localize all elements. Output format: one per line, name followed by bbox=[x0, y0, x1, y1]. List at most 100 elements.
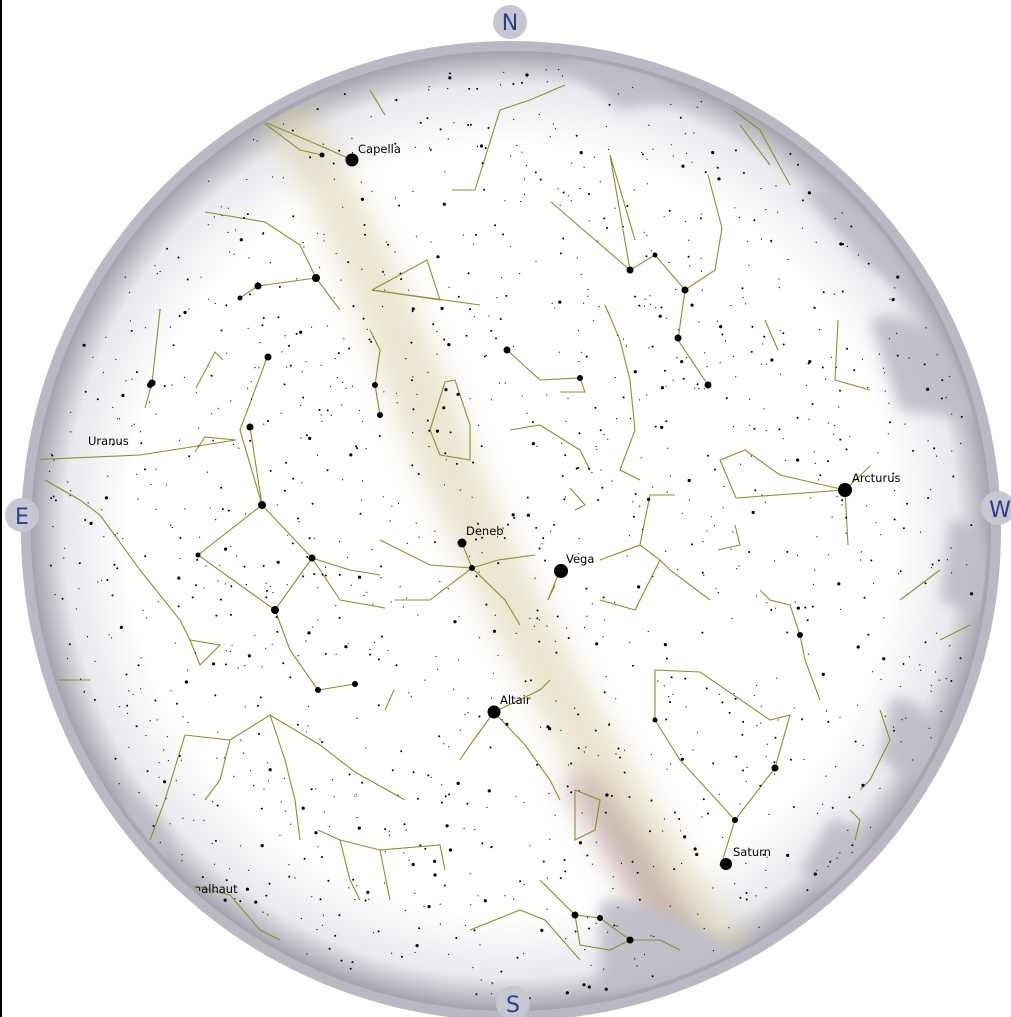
field-star bbox=[797, 163, 799, 166]
field-star bbox=[343, 93, 346, 96]
field-star bbox=[851, 844, 854, 847]
vega-star[interactable] bbox=[554, 564, 568, 578]
field-star bbox=[622, 396, 625, 399]
field-star bbox=[803, 758, 805, 761]
field-star bbox=[397, 502, 400, 505]
field-star bbox=[481, 536, 484, 539]
field-star bbox=[796, 416, 799, 419]
field-star bbox=[789, 152, 792, 155]
field-star bbox=[546, 877, 549, 879]
field-star bbox=[779, 330, 781, 332]
field-star bbox=[577, 330, 580, 332]
field-star bbox=[908, 357, 910, 359]
window-left-border bbox=[0, 0, 2, 1017]
field-star bbox=[113, 563, 116, 566]
field-star bbox=[712, 762, 715, 765]
compass-north[interactable]: N bbox=[493, 5, 527, 39]
field-star bbox=[170, 524, 172, 527]
field-star bbox=[430, 776, 432, 779]
field-star bbox=[415, 944, 419, 948]
field-star bbox=[271, 643, 273, 645]
deneb-star[interactable] bbox=[457, 538, 467, 548]
field-star bbox=[52, 495, 55, 498]
field-star bbox=[243, 217, 246, 219]
field-star bbox=[662, 830, 664, 832]
field-star bbox=[249, 770, 252, 772]
saturn-planet[interactable] bbox=[720, 858, 732, 870]
compass-south[interactable]: S bbox=[496, 986, 530, 1017]
field-star bbox=[363, 224, 366, 226]
field-star bbox=[284, 335, 286, 337]
field-star bbox=[501, 719, 503, 721]
field-star bbox=[760, 238, 763, 240]
field-star bbox=[765, 363, 768, 365]
field-star bbox=[144, 327, 147, 329]
compass-east[interactable]: E bbox=[5, 498, 39, 532]
field-star bbox=[174, 642, 176, 644]
field-star bbox=[132, 694, 134, 696]
field-star bbox=[394, 251, 396, 253]
field-star bbox=[567, 397, 569, 400]
field-star bbox=[356, 717, 358, 720]
field-star bbox=[341, 381, 343, 383]
field-star bbox=[145, 734, 147, 737]
field-star bbox=[745, 892, 748, 894]
field-star bbox=[308, 537, 311, 540]
field-star bbox=[816, 536, 818, 538]
field-star bbox=[617, 334, 619, 336]
field-star bbox=[655, 307, 657, 309]
field-star bbox=[587, 467, 590, 470]
field-star bbox=[119, 706, 121, 708]
field-star bbox=[831, 516, 833, 518]
field-star bbox=[468, 87, 471, 90]
field-star bbox=[256, 704, 259, 707]
field-star bbox=[634, 493, 637, 495]
field-star bbox=[377, 704, 380, 707]
arcturus-star[interactable] bbox=[838, 483, 852, 497]
field-star bbox=[654, 425, 657, 428]
uranus-label: Uranus bbox=[88, 434, 129, 448]
field-star bbox=[355, 793, 357, 795]
field-star bbox=[494, 614, 496, 616]
field-star bbox=[646, 183, 649, 185]
field-star bbox=[638, 304, 641, 307]
field-star bbox=[497, 562, 500, 565]
field-star bbox=[338, 914, 341, 917]
field-star bbox=[827, 554, 829, 556]
field-star bbox=[523, 178, 526, 180]
field-star bbox=[773, 761, 776, 764]
field-star bbox=[331, 779, 334, 781]
capella-star[interactable] bbox=[345, 153, 359, 167]
field-star bbox=[617, 906, 619, 909]
altair-star[interactable] bbox=[487, 705, 501, 719]
field-star bbox=[394, 99, 396, 101]
field-star bbox=[501, 277, 503, 279]
field-star bbox=[497, 654, 499, 656]
field-star bbox=[652, 486, 654, 488]
field-star bbox=[512, 345, 515, 347]
compass-west[interactable]: W bbox=[981, 491, 1011, 525]
field-star bbox=[559, 252, 562, 255]
field-star bbox=[229, 251, 231, 253]
field-star bbox=[487, 127, 490, 129]
field-star bbox=[789, 758, 792, 761]
field-star bbox=[536, 445, 538, 447]
field-star bbox=[479, 944, 481, 946]
field-star bbox=[338, 149, 341, 152]
field-star bbox=[736, 568, 738, 570]
field-star bbox=[130, 329, 133, 332]
field-star bbox=[546, 394, 548, 396]
field-star bbox=[442, 406, 446, 410]
field-star bbox=[391, 505, 393, 507]
field-star bbox=[650, 799, 653, 802]
field-star bbox=[558, 351, 560, 353]
field-star bbox=[749, 398, 751, 400]
field-star bbox=[278, 285, 281, 288]
field-star bbox=[369, 653, 372, 656]
field-star bbox=[184, 508, 186, 510]
field-star bbox=[223, 898, 227, 902]
field-star bbox=[335, 252, 337, 255]
field-star bbox=[653, 865, 655, 868]
field-star bbox=[250, 381, 252, 383]
